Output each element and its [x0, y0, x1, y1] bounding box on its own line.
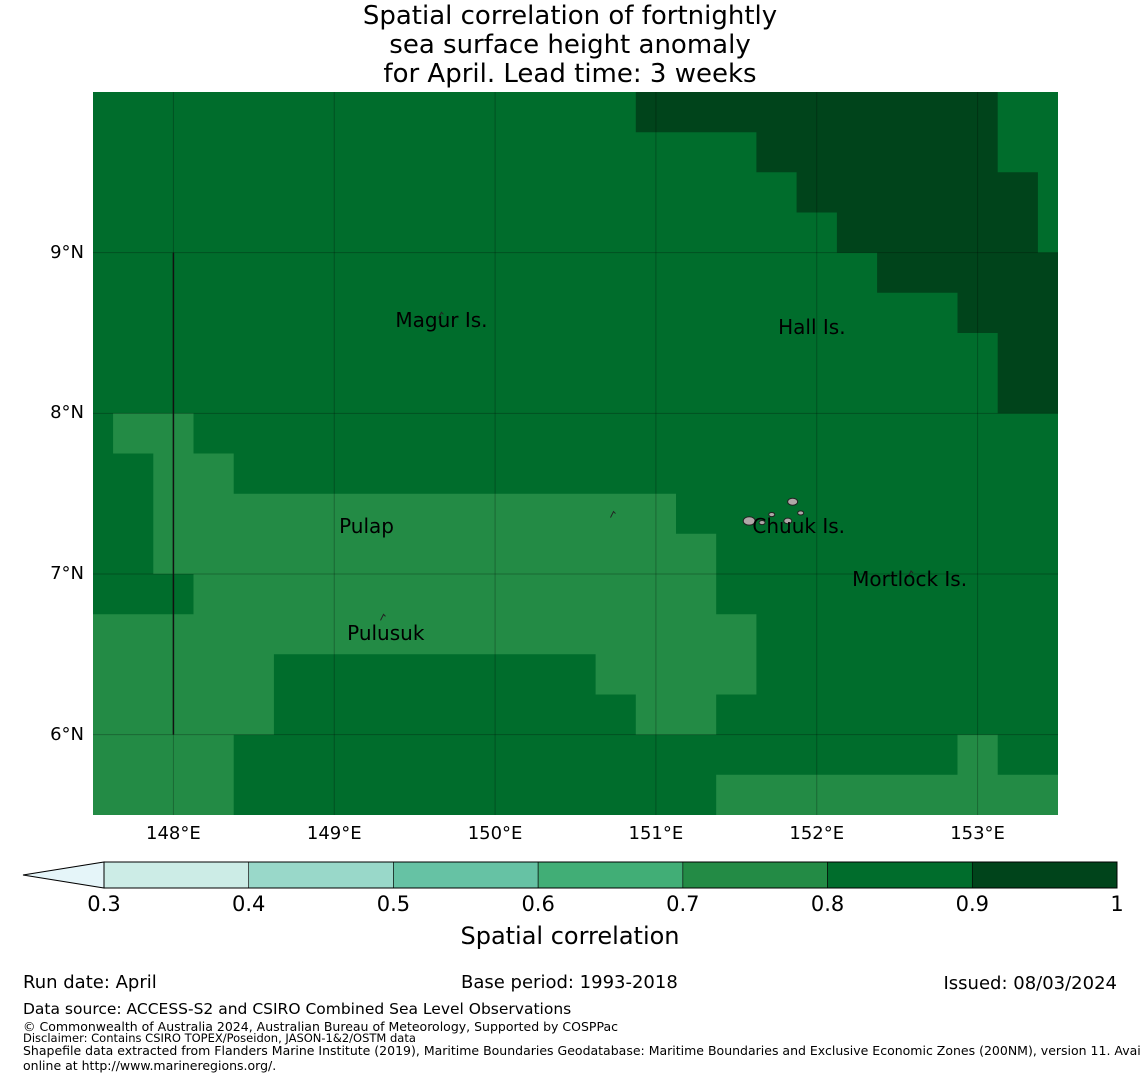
island-icon	[437, 311, 444, 319]
place-label: Chuuk Is.	[752, 513, 846, 538]
disclaimer: Disclaimer: Contains CSIRO TOPEX/Poseido…	[23, 1031, 416, 1045]
shapefile-credit-line2: online at http://www.marineregions.org/.	[23, 1058, 277, 1073]
colorbar-tick-label: 0.9	[955, 892, 989, 916]
colorbar-segment	[537, 861, 684, 889]
place-label: Hall Is.	[778, 314, 846, 339]
place-label: Pulap	[339, 513, 394, 538]
base-period: Base period: 1993-2018	[461, 972, 678, 993]
y-tick-label: 6°N	[50, 723, 84, 745]
shapefile-credit-line1: Shapefile data extracted from Flanders M…	[23, 1043, 1140, 1058]
correlation-region-3	[716, 734, 1058, 815]
colorbar-segment	[827, 861, 973, 889]
colorbar-tick-label: 0.5	[376, 892, 411, 916]
colorbar-tick-label: 0.6	[521, 892, 555, 916]
correlation-region-1	[635, 92, 1058, 414]
island-icon	[797, 510, 805, 516]
place-label: Pulusuk	[347, 621, 425, 646]
map-title: Spatial correlation of fortnightly sea s…	[362, 1, 778, 89]
y-tick-label: 9°N	[50, 241, 84, 263]
x-tick-label: 148°E	[146, 823, 201, 844]
island-icon	[758, 519, 766, 526]
colorbar-frame	[103, 861, 1118, 889]
x-tick-label: 151°E	[628, 823, 684, 844]
island-icon	[610, 510, 616, 518]
island-icon	[380, 613, 386, 621]
island-icon	[783, 517, 793, 525]
colorbar-segment	[103, 861, 250, 889]
colorbar-tick-label: 1	[1110, 892, 1124, 916]
x-tick-label: 153°E	[950, 823, 1005, 844]
colorbar-tick-label: 0.3	[87, 892, 121, 916]
colorbar	[22, 861, 1118, 889]
colorbar-extend-arrow	[22, 861, 105, 889]
data-source: Data source: ACCESS-S2 and CSIRO Combine…	[23, 1000, 572, 1018]
colorbar-segment	[393, 861, 539, 889]
colorbar-segment	[682, 861, 828, 889]
island-icon	[907, 570, 914, 578]
colorbar-segment	[248, 861, 394, 889]
colorbar-tick-label: 0.8	[810, 892, 845, 916]
run-date: Run date: April	[23, 972, 157, 993]
colorbar-tick-label: 0.7	[666, 892, 700, 916]
island-icon	[768, 511, 776, 518]
x-tick-label: 149°E	[306, 823, 362, 844]
issued-date: Issued: 08/03/2024	[943, 973, 1117, 994]
y-tick-label: 7°N	[50, 563, 84, 584]
y-tick-label: 8°N	[50, 402, 84, 424]
map-panel[interactable]	[0, 0, 1140, 860]
colorbar-segment	[971, 861, 1118, 889]
x-tick-label: 152°E	[789, 823, 845, 844]
x-tick-label: 150°E	[467, 823, 523, 844]
copyright: © Commonwealth of Australia 2024, Austra…	[23, 1019, 618, 1034]
place-label: Magur Is.	[395, 308, 488, 333]
colorbar-title: Spatial correlation	[460, 922, 680, 950]
island-icon	[742, 516, 756, 526]
colorbar-tick-label: 0.4	[232, 892, 266, 916]
place-label: Mortlock Is.	[852, 566, 968, 591]
correlation-region-2	[93, 413, 757, 815]
island-icon	[787, 497, 799, 506]
